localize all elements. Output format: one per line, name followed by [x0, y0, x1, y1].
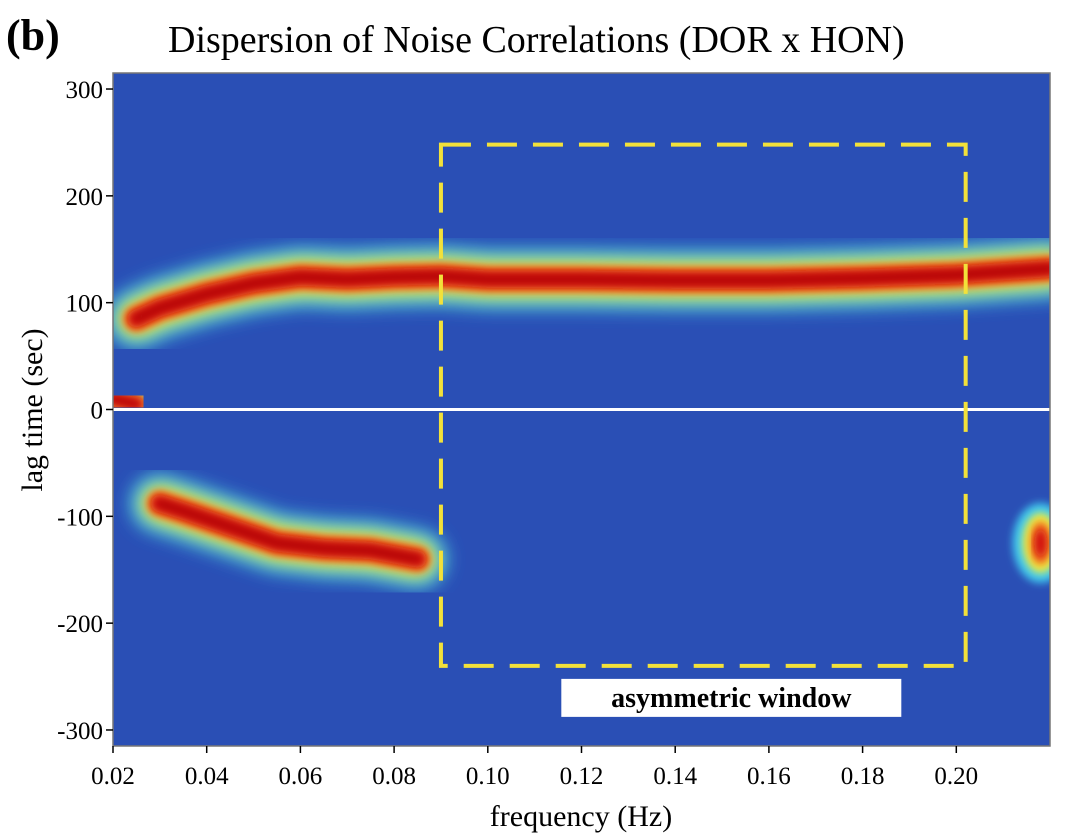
- x-tick-label: 0.18: [841, 763, 885, 790]
- plot-area: asymmetric window: [112, 72, 1051, 747]
- x-axis: 0.02 0.04 0.06 0.08 0.10 0.12 0.14 0.16 0.18 0.20: [91, 746, 978, 790]
- right-edge-blob: [1012, 503, 1050, 584]
- asymmetric-window-box: [438, 142, 968, 668]
- y-tick-label: 100: [66, 291, 104, 318]
- y-tick-label: 300: [66, 77, 104, 104]
- x-tick-label: 0.08: [372, 763, 416, 790]
- window-label: asymmetric window: [611, 683, 852, 714]
- x-tick-label: 0.12: [560, 763, 604, 790]
- x-tick-label: 0.14: [653, 763, 697, 790]
- y-tick-label: -300: [57, 718, 103, 745]
- chart-title: Dispersion of Noise Correlations (DOR x …: [168, 19, 905, 61]
- y-tick-label: -200: [57, 611, 103, 638]
- x-tick-label: 0.02: [91, 763, 135, 790]
- annotation-layer: asymmetric window: [438, 142, 968, 717]
- x-tick-label: 0.20: [934, 763, 978, 790]
- zero-lag-blob: [113, 375, 160, 428]
- x-tick-label: 0.10: [466, 763, 510, 790]
- y-axis-label: lag time (sec): [16, 328, 49, 491]
- window-label-box: [561, 678, 902, 717]
- x-tick-label: 0.04: [185, 763, 229, 790]
- y-axis: 300 200 100 0 -100 -200 -300: [57, 77, 113, 745]
- negative-lag-ridge: [130, 474, 447, 589]
- y-tick-label: 200: [66, 184, 104, 211]
- y-tick-label: 0: [91, 398, 104, 425]
- y-tick-label: -100: [57, 504, 103, 531]
- x-axis-label: frequency (Hz): [490, 800, 672, 833]
- x-tick-label: 0.06: [279, 763, 323, 790]
- panel-label: (b): [6, 11, 60, 60]
- x-tick-label: 0.16: [747, 763, 791, 790]
